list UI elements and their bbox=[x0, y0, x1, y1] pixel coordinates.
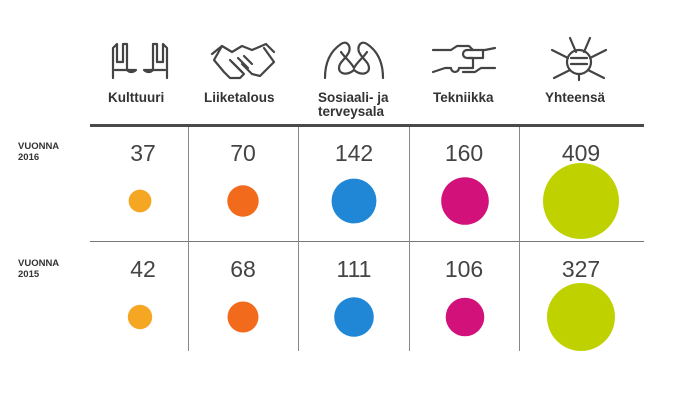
bubble-vuonna-2015-3 bbox=[445, 297, 485, 337]
value-label-2016-yhteensa: 409 bbox=[561, 140, 601, 166]
value-label-2015-liiketalous: 68 bbox=[230, 256, 256, 282]
category-label-liiketalous: Liiketalous bbox=[204, 90, 275, 105]
value-label-2016-sosiaali: 142 bbox=[334, 140, 374, 166]
column-header-liiketalous bbox=[188, 34, 298, 84]
column-header-yhteensa bbox=[524, 34, 634, 84]
value-label-2015-kulttuuri: 42 bbox=[130, 256, 156, 282]
value-label-2015-tekniikka: 106 bbox=[444, 256, 484, 282]
column-divider bbox=[409, 127, 410, 351]
handshake-icon bbox=[210, 42, 276, 80]
column-header-kulttuuri bbox=[85, 34, 195, 84]
bubble-vuonna-2016-1 bbox=[227, 185, 259, 217]
value-label-2015-yhteensa: 327 bbox=[561, 256, 601, 282]
column-header-tekniikka bbox=[409, 34, 519, 84]
column-divider bbox=[188, 127, 189, 351]
puzzle-hands-icon bbox=[431, 44, 497, 74]
column-divider bbox=[519, 127, 520, 351]
row-label-2016: VUONNA 2016 bbox=[18, 141, 60, 163]
category-label-kulttuuri: Kulttuuri bbox=[108, 90, 165, 105]
value-label-2016-liiketalous: 70 bbox=[230, 140, 256, 166]
row-label-2015: VUONNA 2015 bbox=[18, 258, 60, 280]
column-header-sosiaali bbox=[299, 34, 409, 84]
header-rule bbox=[90, 124, 644, 127]
heart-hands-icon bbox=[323, 41, 385, 80]
bubble-vuonna-2016-4 bbox=[543, 163, 619, 239]
category-label-yhteensa: Yhteensä bbox=[545, 90, 606, 105]
bubble-vuonna-2015-2 bbox=[334, 297, 374, 337]
category-label-sosiaali: Sosiaali- ja terveysala bbox=[318, 90, 389, 119]
bubble-vuonna-2015-0 bbox=[127, 304, 153, 330]
bubble-vuonna-2016-2 bbox=[331, 178, 377, 224]
bubble-vuonna-2016-0 bbox=[128, 189, 152, 213]
value-label-2016-kulttuuri: 37 bbox=[130, 140, 156, 166]
bubble-vuonna-2015-4 bbox=[547, 283, 615, 351]
bubble-vuonna-2016-3 bbox=[441, 177, 489, 225]
value-label-2015-sosiaali: 111 bbox=[336, 256, 372, 282]
hands-frame-icon bbox=[111, 42, 169, 80]
category-label-tekniikka: Tekniikka bbox=[433, 90, 494, 105]
bubble-vuonna-2015-1 bbox=[227, 301, 259, 333]
stacked-hands-icon bbox=[550, 36, 608, 82]
row-divider bbox=[90, 241, 644, 242]
column-divider bbox=[298, 127, 299, 351]
value-label-2016-tekniikka: 160 bbox=[444, 140, 484, 166]
